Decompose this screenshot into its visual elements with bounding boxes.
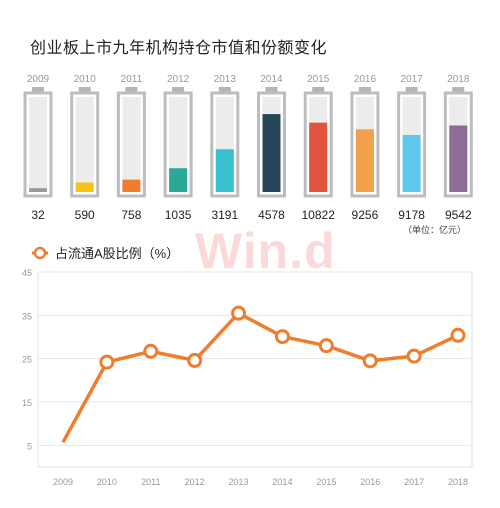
battery-fill <box>262 114 281 192</box>
battery-fill <box>402 135 421 192</box>
unit-note: （单位：亿元） <box>403 224 466 235</box>
x-tick-label: 2015 <box>316 477 336 487</box>
battery-value-label: 9178 <box>398 208 425 222</box>
data-point <box>406 348 422 364</box>
legend-label: 占流通A股比例（%） <box>55 246 179 261</box>
battery-cap <box>358 87 371 93</box>
data-point <box>362 353 378 369</box>
battery-year-label: 2013 <box>214 74 237 85</box>
x-tick-label: 2012 <box>185 477 205 487</box>
series-line <box>61 311 459 444</box>
y-tick-label: 45 <box>22 268 32 278</box>
battery-cap <box>312 87 325 93</box>
battery-cap <box>265 87 278 93</box>
battery-year-label: 2015 <box>307 74 330 85</box>
battery-value-label: 10822 <box>302 208 336 222</box>
battery-fill <box>75 182 94 192</box>
data-point <box>99 354 115 370</box>
battery-value-label: 758 <box>121 208 141 222</box>
battery-fill <box>309 122 328 192</box>
x-tick-label: 2011 <box>141 477 160 487</box>
y-tick-label: 15 <box>22 398 32 408</box>
battery-year-label: 2012 <box>167 74 190 85</box>
battery-fill <box>355 129 374 192</box>
data-point <box>231 305 247 321</box>
battery-value-label: 4578 <box>258 208 285 222</box>
battery-year-label: 2018 <box>447 74 470 85</box>
battery-year-label: 2009 <box>27 74 50 85</box>
battery-value-label: 1035 <box>165 208 192 222</box>
battery-bar-chart: 2009 32 2010 590 2011 758 2012 1035 2013 3191 2014… <box>23 74 473 235</box>
x-tick-label: 2013 <box>229 477 249 487</box>
data-point <box>450 327 466 343</box>
battery-cap <box>452 87 465 93</box>
watermark: Win.d <box>195 223 336 279</box>
battery-value-label: 9256 <box>352 208 379 222</box>
data-point <box>143 343 159 359</box>
legend-marker <box>33 246 47 260</box>
y-tick-label: 5 <box>27 441 32 451</box>
battery-value-label: 32 <box>31 208 45 222</box>
battery-fill <box>122 179 141 192</box>
y-tick-label: 35 <box>22 311 32 321</box>
battery-fill <box>215 149 234 192</box>
x-tick-label: 2010 <box>97 477 117 487</box>
battery-fill <box>169 168 188 192</box>
x-tick-label: 2009 <box>53 477 73 487</box>
battery-value-label: 590 <box>75 208 95 222</box>
battery-track <box>29 97 47 192</box>
battery-track <box>122 97 141 192</box>
x-tick-label: 2018 <box>448 477 468 487</box>
battery-year-label: 2017 <box>400 74 423 85</box>
battery-cap <box>32 87 44 93</box>
chart-title: 创业板上市九年机构持仓市值和份额变化 <box>30 38 328 57</box>
battery-year-label: 2011 <box>121 74 143 85</box>
battery-value-label: 9542 <box>445 208 472 222</box>
battery-year-label: 2010 <box>74 74 97 85</box>
battery-year-label: 2014 <box>260 74 283 85</box>
battery-cap <box>172 87 185 93</box>
battery-track <box>75 97 94 192</box>
data-point <box>318 338 334 354</box>
x-tick-label: 2014 <box>272 477 292 487</box>
x-tick-label: 2017 <box>404 477 424 487</box>
battery-year-label: 2016 <box>354 74 377 85</box>
battery-fill <box>29 188 47 192</box>
battery-cap <box>405 87 418 93</box>
battery-fill <box>449 125 468 192</box>
x-tick-label: 2016 <box>360 477 380 487</box>
battery-cap <box>125 87 138 93</box>
battery-cap <box>218 87 231 93</box>
battery-cap <box>78 87 91 93</box>
data-point <box>274 329 290 345</box>
data-point <box>187 352 203 368</box>
battery-value-label: 3191 <box>211 208 238 222</box>
y-tick-label: 25 <box>22 355 32 365</box>
